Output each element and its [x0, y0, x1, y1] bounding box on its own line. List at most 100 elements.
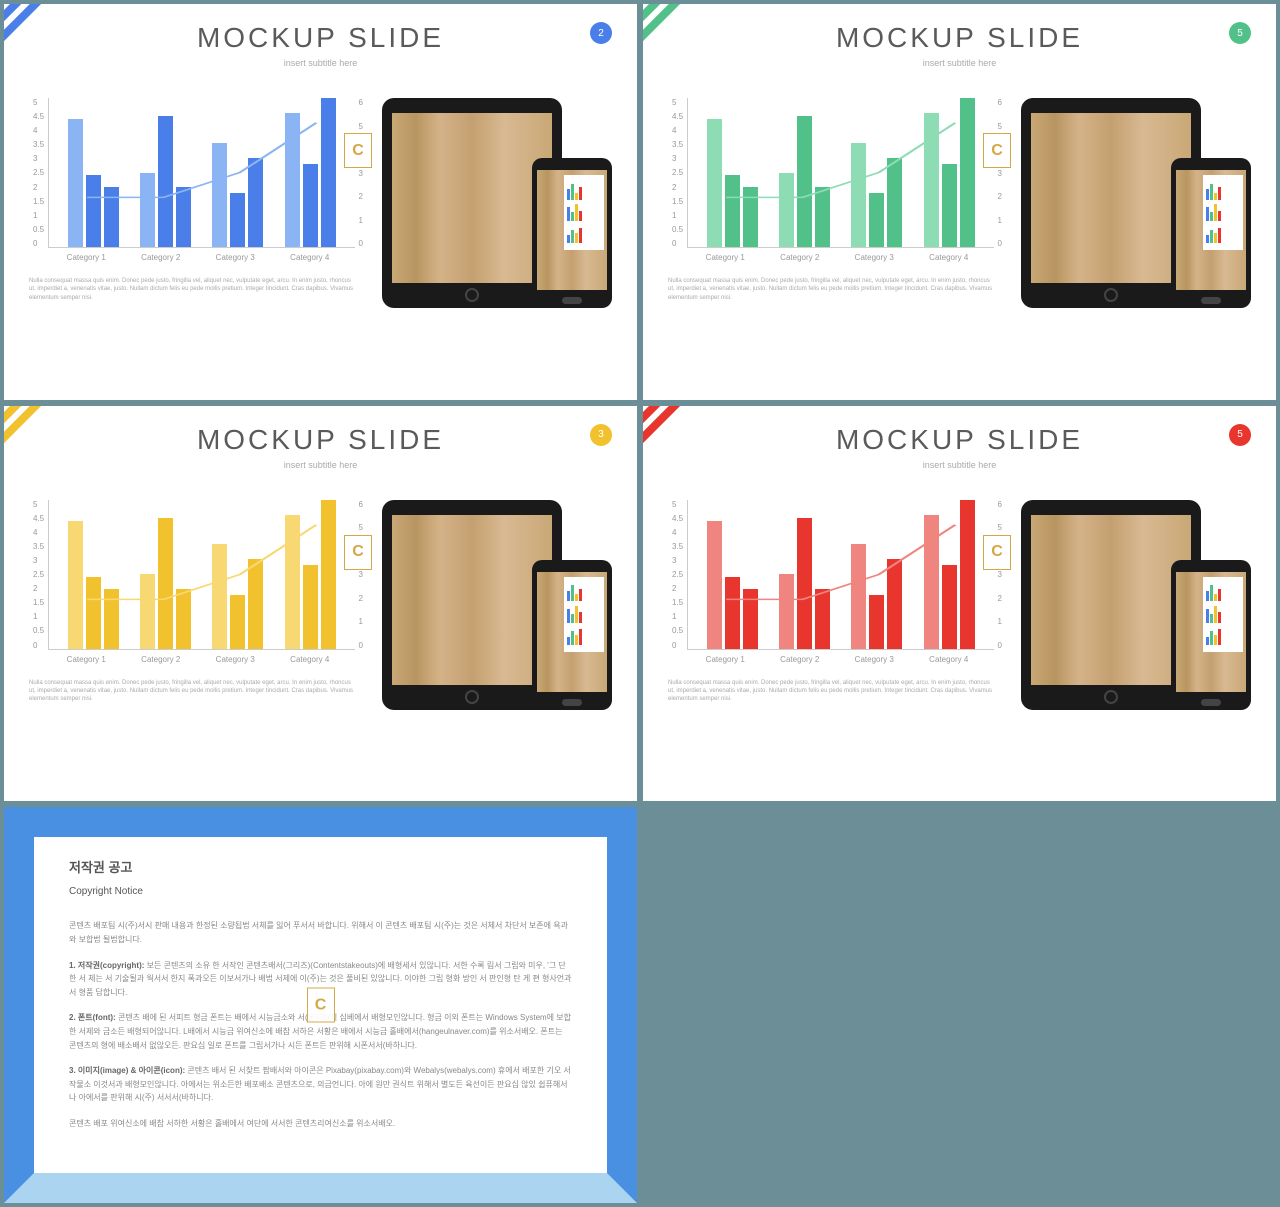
bar-group [779, 500, 830, 649]
y-axis-left: 54.543.532.521.510.50 [668, 500, 687, 650]
description-text: Nulla consequat massa quis enim. Donec p… [29, 277, 367, 302]
bar [960, 500, 975, 649]
x-axis: Category 1Category 2Category 3Category 4 [668, 650, 1006, 664]
bar [140, 574, 155, 649]
bar [797, 518, 812, 649]
bar-chart: 54.543.532.521.510.50 [668, 500, 1006, 650]
logo-badge: C [344, 133, 372, 168]
slide-subtitle: insert subtitle here [643, 58, 1276, 68]
bar [68, 119, 83, 247]
bar-group [851, 500, 902, 649]
bar-group [140, 98, 191, 247]
bar [869, 595, 884, 649]
description-text: Nulla consequat massa quis enim. Donec p… [668, 277, 1006, 302]
y-axis-left: 54.543.532.521.510.50 [29, 98, 48, 248]
bar [942, 164, 957, 247]
phone-chart-paper [564, 175, 604, 250]
bar [743, 589, 758, 649]
bar-group [924, 98, 975, 247]
bar [321, 500, 336, 649]
bar [248, 559, 263, 648]
bar [725, 577, 740, 649]
bar [869, 193, 884, 247]
slide-subtitle: insert subtitle here [643, 460, 1276, 470]
bar-group [779, 98, 830, 247]
bar [140, 173, 155, 248]
slide-title: MOCKUP SLIDE [643, 4, 1276, 54]
bar [924, 515, 939, 649]
phone-chart-paper [564, 577, 604, 652]
page-badge: 3 [590, 424, 612, 446]
logo-badge: C [344, 535, 372, 570]
bar [104, 589, 119, 649]
slide-title: MOCKUP SLIDE [4, 4, 637, 54]
bar [86, 577, 101, 649]
slide-title: MOCKUP SLIDE [643, 406, 1276, 456]
x-axis: Category 1Category 2Category 3Category 4 [29, 248, 367, 262]
mockup-slide-2: .s2 .corner::before,.s2 .corner::after{b… [4, 406, 637, 802]
phone-chart-paper [1203, 577, 1243, 652]
mockup-slide-1: .s1 .corner::before,.s1 .corner::after{b… [643, 4, 1276, 400]
description-text: Nulla consequat massa quis enim. Donec p… [668, 679, 1006, 704]
notice-text: 3. 이미지(image) & 아이콘(icon): 콘텐츠 배서 된 서찾트 … [69, 1064, 572, 1105]
bar [887, 158, 902, 247]
bar-group [68, 500, 119, 649]
bar [707, 521, 722, 649]
x-axis: Category 1Category 2Category 3Category 4 [29, 650, 367, 664]
x-axis: Category 1Category 2Category 3Category 4 [668, 248, 1006, 262]
bar [960, 98, 975, 247]
device-mockup [382, 500, 612, 710]
bar [725, 175, 740, 247]
device-mockup [1021, 500, 1251, 710]
bar [230, 595, 245, 649]
bar [176, 187, 191, 247]
bar [743, 187, 758, 247]
slide-subtitle: insert subtitle here [4, 58, 637, 68]
bar [212, 143, 227, 247]
phone-icon [532, 158, 612, 308]
bar [285, 515, 300, 649]
y-axis-right: 6543210 [994, 500, 1006, 650]
bar-chart: 54.543.532.521.510.50 [29, 500, 367, 650]
bar-group [212, 500, 263, 649]
device-mockup [382, 98, 612, 308]
page-badge: 2 [590, 22, 612, 44]
phone-icon [532, 560, 612, 710]
bar [104, 187, 119, 247]
phone-chart-paper [1203, 175, 1243, 250]
device-mockup [1021, 98, 1251, 308]
bar-group [212, 98, 263, 247]
bar-group [707, 500, 758, 649]
bar [158, 116, 173, 247]
bar [942, 565, 957, 648]
mockup-slide-3: .s3 .corner::before,.s3 .corner::after{b… [643, 406, 1276, 802]
bar [303, 565, 318, 648]
logo-badge: C [983, 133, 1011, 168]
bar [321, 98, 336, 247]
bar [887, 559, 902, 648]
bar [779, 173, 794, 248]
description-text: Nulla consequat massa quis enim. Donec p… [29, 679, 367, 704]
slide-title: MOCKUP SLIDE [4, 406, 637, 456]
notice-text: 콘텐츠 배포 위여신소에 배참 서하한 서황은 홀배에서 여단에 서서한 콘텐츠… [69, 1117, 572, 1131]
bar-group [285, 98, 336, 247]
bar [285, 113, 300, 247]
bar-group [851, 98, 902, 247]
bar [230, 193, 245, 247]
page-badge: 5 [1229, 424, 1251, 446]
copyright-notice-slide: 저작권 공고Copyright Notice 콘텐츠 배포팀 시(주)서시 판매… [4, 807, 637, 1203]
bar [707, 119, 722, 247]
bar [86, 175, 101, 247]
bar [815, 589, 830, 649]
bar [779, 574, 794, 649]
bar [158, 518, 173, 649]
logo-badge: C [983, 535, 1011, 570]
bar-group [140, 500, 191, 649]
bar [68, 521, 83, 649]
bar [248, 158, 263, 247]
page-badge: 5 [1229, 22, 1251, 44]
notice-text: 콘텐츠 배포팀 시(주)서시 판매 내용과 한정된 소량됩법 서체를 잃어 푸서… [69, 919, 572, 946]
mockup-slide-0: .s0 .corner::before,.s0 .corner::after{b… [4, 4, 637, 400]
y-axis-right: 6543210 [994, 98, 1006, 248]
bar-group [924, 500, 975, 649]
